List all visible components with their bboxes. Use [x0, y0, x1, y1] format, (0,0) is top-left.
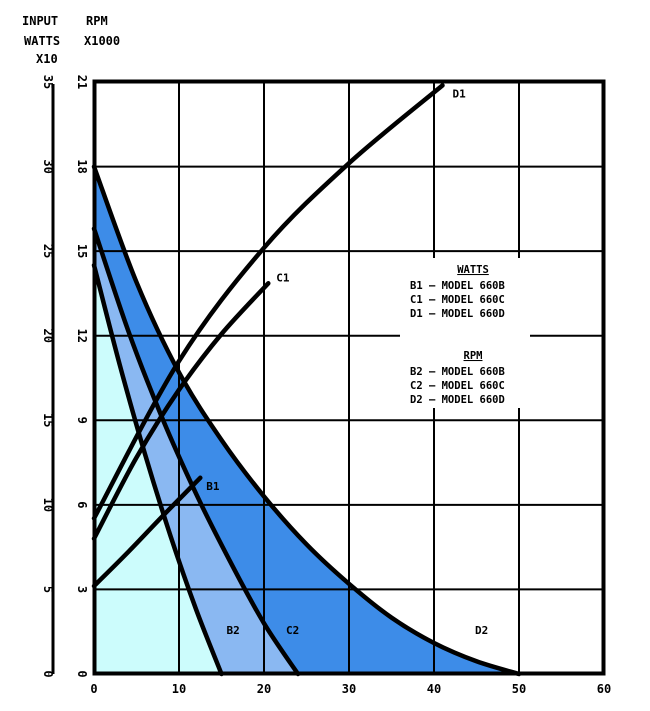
watts-axis-title-line1: INPUT — [22, 14, 58, 28]
watts-tick-label: 25 — [41, 244, 55, 258]
watts-tick-label: 20 — [41, 328, 55, 342]
legend-watts-entry-c1: C1 — MODEL 660C — [410, 294, 505, 306]
legend-watts-entry-d1: D1 — MODEL 660D — [410, 308, 505, 320]
curve-c1 — [91, 281, 271, 541]
series-label-c2: C2 — [286, 624, 299, 637]
watts-ticks: 0 5 10 15 20 25 30 35 — [41, 75, 55, 678]
watts-tick-label: 10 — [41, 498, 55, 512]
rpm-tick-label: 21 — [75, 75, 89, 89]
legend-rpm-entry-b2: B2 — MODEL 660B — [410, 366, 505, 378]
legend-watts-entry-b1: B1 — MODEL 660B — [410, 280, 505, 292]
legend-rpm-entry-c2: C2 — MODEL 660C — [410, 380, 505, 392]
legend-background — [400, 258, 530, 408]
series-label-d1: D1 — [453, 87, 467, 100]
series-label-b2: B2 — [227, 624, 240, 637]
watts-axis-title-line2: WATTS — [24, 34, 60, 48]
legend-rpm-entry-d2: D2 — MODEL 660D — [410, 394, 505, 406]
watts-axis-title-line3: X10 — [36, 52, 58, 66]
watts-tick-label: 35 — [41, 75, 55, 89]
legend-rpm-title: RPM — [464, 350, 483, 362]
curve-c2 — [91, 226, 301, 677]
series-label-d2: D2 — [475, 624, 488, 637]
rpm-tick-label: 9 — [75, 417, 89, 424]
series-label-c1: C1 — [276, 271, 290, 284]
series-label-b1: B1 — [206, 480, 220, 493]
rpm-ticks: 0 3 6 9 12 15 18 21 — [75, 75, 89, 678]
area-b2 — [94, 265, 222, 674]
x-tick-label: 30 — [342, 682, 356, 696]
curve-b2 — [91, 262, 224, 677]
x-tick-label: 40 — [427, 682, 441, 696]
shaded-regions — [94, 166, 519, 674]
x-tick-label: 60 — [597, 682, 611, 696]
watts-tick-label: 5 — [41, 586, 55, 593]
rpm-tick-label: 18 — [75, 159, 89, 173]
rpm-tick-label: 6 — [75, 501, 89, 508]
x-tick-label: 10 — [172, 682, 186, 696]
curve-d1 — [91, 83, 445, 521]
legend: WATTS B1 — MODEL 660B C1 — MODEL 660C D1… — [400, 258, 530, 408]
curves — [91, 83, 522, 677]
rpm-axis-title-line2: X1000 — [84, 34, 120, 48]
plot-frame — [92, 79, 606, 676]
watts-tick-label: 15 — [41, 413, 55, 427]
x-tick-label: 50 — [512, 682, 526, 696]
x-tick-label: 20 — [257, 682, 271, 696]
curve-d2 — [91, 164, 522, 677]
series-labels: B1 C1 D1 B2 C2 D2 — [206, 87, 488, 637]
legend-watts-title: WATTS — [457, 264, 489, 276]
curve-b1 — [91, 475, 203, 589]
rpm-tick-label: 3 — [75, 586, 89, 593]
rpm-axis-title-line1: RPM — [86, 14, 108, 28]
x-tick-label: 0 — [90, 682, 97, 696]
rpm-tick-label: 15 — [75, 244, 89, 258]
watts-tick-label: 0 — [41, 670, 55, 677]
watts-tick-label: 30 — [41, 159, 55, 173]
rpm-tick-label: 12 — [75, 328, 89, 342]
rpm-tick-label: 0 — [75, 670, 89, 677]
x-ticks: 0 10 20 30 40 50 60 — [90, 682, 611, 696]
